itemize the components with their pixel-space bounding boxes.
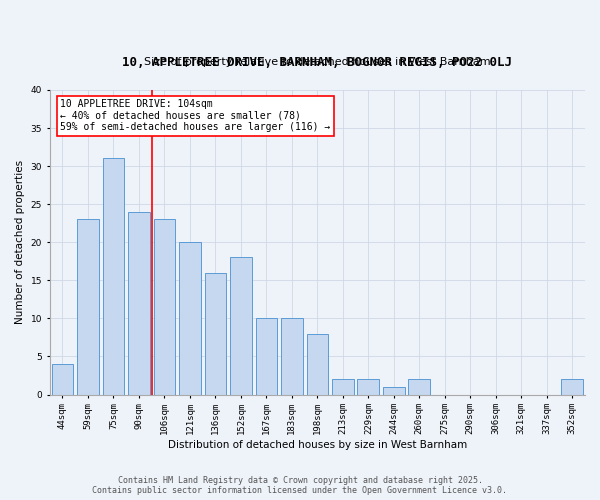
Title: Size of property relative to detached houses in West Barnham: Size of property relative to detached ho… bbox=[144, 57, 491, 67]
Bar bbox=[77, 220, 99, 394]
Bar bbox=[383, 387, 404, 394]
Bar bbox=[154, 220, 175, 394]
Bar bbox=[179, 242, 201, 394]
Bar bbox=[230, 258, 252, 394]
Bar bbox=[103, 158, 124, 394]
Text: Contains HM Land Registry data © Crown copyright and database right 2025.
Contai: Contains HM Land Registry data © Crown c… bbox=[92, 476, 508, 495]
Bar bbox=[128, 212, 150, 394]
Text: 10 APPLETREE DRIVE: 104sqm
← 40% of detached houses are smaller (78)
59% of semi: 10 APPLETREE DRIVE: 104sqm ← 40% of deta… bbox=[61, 99, 331, 132]
Bar bbox=[281, 318, 302, 394]
Bar bbox=[52, 364, 73, 394]
Y-axis label: Number of detached properties: Number of detached properties bbox=[15, 160, 25, 324]
Bar bbox=[205, 272, 226, 394]
Bar bbox=[332, 380, 353, 394]
Bar bbox=[409, 380, 430, 394]
X-axis label: Distribution of detached houses by size in West Barnham: Distribution of detached houses by size … bbox=[168, 440, 467, 450]
Bar bbox=[307, 334, 328, 394]
Bar bbox=[562, 380, 583, 394]
Text: 10, APPLETREE DRIVE, BARNHAM, BOGNOR REGIS, PO22 0LJ: 10, APPLETREE DRIVE, BARNHAM, BOGNOR REG… bbox=[122, 56, 512, 68]
Bar bbox=[358, 380, 379, 394]
Bar bbox=[256, 318, 277, 394]
